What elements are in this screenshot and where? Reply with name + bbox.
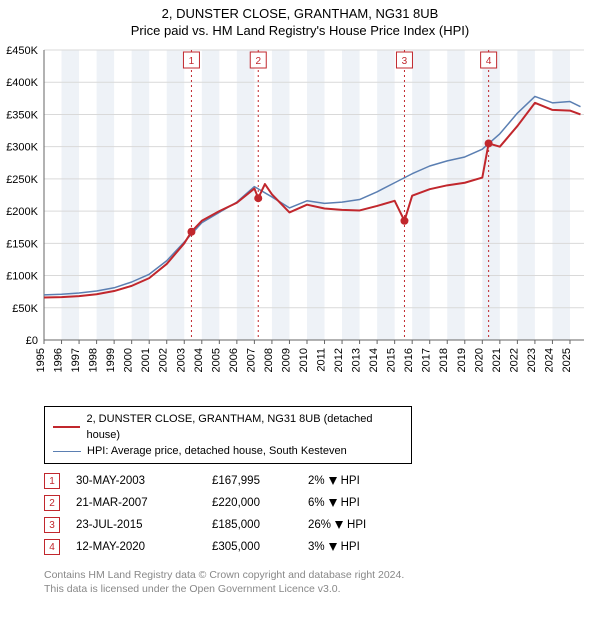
svg-text:2021: 2021: [491, 348, 503, 372]
svg-text:2002: 2002: [158, 348, 170, 372]
sale-delta: 2% HPI: [308, 475, 388, 487]
table-row: 2 21-MAR-2007 £220,000 6% HPI: [44, 492, 590, 514]
sale-price: £185,000: [212, 519, 292, 531]
svg-text:£300K: £300K: [6, 142, 38, 154]
svg-text:2: 2: [255, 56, 261, 67]
legend: 2, DUNSTER CLOSE, GRANTHAM, NG31 8UB (de…: [44, 406, 412, 464]
sale-marker-box: 1: [44, 473, 60, 489]
chart-svg: £0 £50K £100K £150K £200K £250K £300K £350K £400…: [0, 40, 600, 400]
sale-delta: 3% HPI: [308, 541, 388, 553]
sale-date: 12-MAY-2020: [76, 541, 196, 553]
svg-text:2008: 2008: [263, 348, 275, 372]
svg-text:2017: 2017: [421, 348, 433, 372]
sale-delta-pct: 6%: [308, 497, 325, 509]
footer-line-2: This data is licensed under the Open Gov…: [44, 582, 590, 596]
legend-label: 2, DUNSTER CLOSE, GRANTHAM, NG31 8UB (de…: [86, 411, 403, 443]
sale-date: 21-MAR-2007: [76, 497, 196, 509]
svg-text:2001: 2001: [140, 348, 152, 372]
sale-delta: 26% HPI: [308, 519, 388, 531]
svg-text:1995: 1995: [35, 348, 47, 372]
chart-titles: 2, DUNSTER CLOSE, GRANTHAM, NG31 8UB Pri…: [0, 0, 600, 40]
svg-text:2000: 2000: [123, 348, 135, 372]
legend-row: 2, DUNSTER CLOSE, GRANTHAM, NG31 8UB (de…: [53, 411, 403, 443]
svg-text:2007: 2007: [245, 348, 257, 372]
sale-delta-pct: 3%: [308, 541, 325, 553]
svg-text:3: 3: [402, 56, 408, 67]
sale-marker-box: 4: [44, 539, 60, 555]
svg-text:£250K: £250K: [6, 174, 38, 186]
svg-text:1997: 1997: [70, 348, 82, 372]
page: 2, DUNSTER CLOSE, GRANTHAM, NG31 8UB Pri…: [0, 0, 600, 596]
svg-text:2013: 2013: [351, 348, 363, 372]
svg-text:£400K: £400K: [6, 77, 38, 89]
title-address: 2, DUNSTER CLOSE, GRANTHAM, NG31 8UB: [0, 6, 600, 21]
table-row: 4 12-MAY-2020 £305,000 3% HPI: [44, 536, 590, 558]
svg-text:£450K: £450K: [6, 45, 38, 57]
sale-delta-vs: HPI: [341, 497, 360, 509]
sale-delta-pct: 26%: [308, 519, 331, 531]
svg-text:4: 4: [486, 56, 492, 67]
svg-text:2019: 2019: [456, 348, 468, 372]
sale-delta-vs: HPI: [341, 475, 360, 487]
sale-date: 23-JUL-2015: [76, 519, 196, 531]
svg-text:2010: 2010: [298, 348, 310, 372]
svg-text:1998: 1998: [88, 348, 100, 372]
svg-text:£50K: £50K: [12, 303, 38, 315]
svg-text:1999: 1999: [105, 348, 117, 372]
svg-text:2014: 2014: [368, 348, 380, 372]
svg-text:2006: 2006: [228, 348, 240, 372]
svg-text:2015: 2015: [386, 348, 398, 372]
sales-table: 1 30-MAY-2003 £167,995 2% HPI 2 21-MAR-2007 £22…: [44, 470, 590, 558]
svg-text:£150K: £150K: [6, 238, 38, 250]
legend-label: HPI: Average price, detached house, Sout…: [87, 443, 347, 459]
sale-date: 30-MAY-2003: [76, 475, 196, 487]
svg-text:2023: 2023: [526, 348, 538, 372]
footer: Contains HM Land Registry data © Crown c…: [44, 568, 590, 596]
legend-swatch: [53, 451, 81, 452]
svg-text:2016: 2016: [403, 348, 415, 372]
svg-text:2025: 2025: [561, 348, 573, 372]
sale-marker-box: 2: [44, 495, 60, 511]
sale-price: £220,000: [212, 497, 292, 509]
svg-text:2018: 2018: [438, 348, 450, 372]
svg-text:2004: 2004: [193, 348, 205, 372]
svg-text:2003: 2003: [175, 348, 187, 372]
sale-delta-vs: HPI: [347, 519, 366, 531]
sale-price: £305,000: [212, 541, 292, 553]
table-row: 3 23-JUL-2015 £185,000 26% HPI: [44, 514, 590, 536]
svg-text:£100K: £100K: [6, 271, 38, 283]
svg-text:2022: 2022: [508, 348, 520, 372]
legend-row: HPI: Average price, detached house, Sout…: [53, 443, 403, 459]
svg-text:1: 1: [189, 56, 195, 67]
svg-text:2020: 2020: [473, 348, 485, 372]
svg-text:2024: 2024: [543, 348, 555, 372]
svg-text:2011: 2011: [316, 348, 328, 372]
sale-price: £167,995: [212, 475, 292, 487]
svg-text:1996: 1996: [53, 348, 65, 372]
svg-text:£200K: £200K: [6, 206, 38, 218]
table-row: 1 30-MAY-2003 £167,995 2% HPI: [44, 470, 590, 492]
svg-text:£350K: £350K: [6, 109, 38, 121]
footer-line-1: Contains HM Land Registry data © Crown c…: [44, 568, 590, 582]
sale-marker-box: 3: [44, 517, 60, 533]
chart-area: £0 £50K £100K £150K £200K £250K £300K £350K £400…: [0, 40, 600, 400]
svg-text:2005: 2005: [210, 348, 222, 372]
arrow-down-icon: [329, 499, 337, 507]
svg-text:2012: 2012: [333, 348, 345, 372]
sale-delta-vs: HPI: [341, 541, 360, 553]
arrow-down-icon: [329, 543, 337, 551]
arrow-down-icon: [329, 477, 337, 485]
sale-delta-pct: 2%: [308, 475, 325, 487]
arrow-down-icon: [335, 521, 343, 529]
sale-delta: 6% HPI: [308, 497, 388, 509]
legend-swatch: [53, 426, 80, 428]
svg-text:£0: £0: [26, 335, 38, 347]
svg-text:2009: 2009: [280, 348, 292, 372]
title-subtitle: Price paid vs. HM Land Registry's House …: [0, 23, 600, 38]
